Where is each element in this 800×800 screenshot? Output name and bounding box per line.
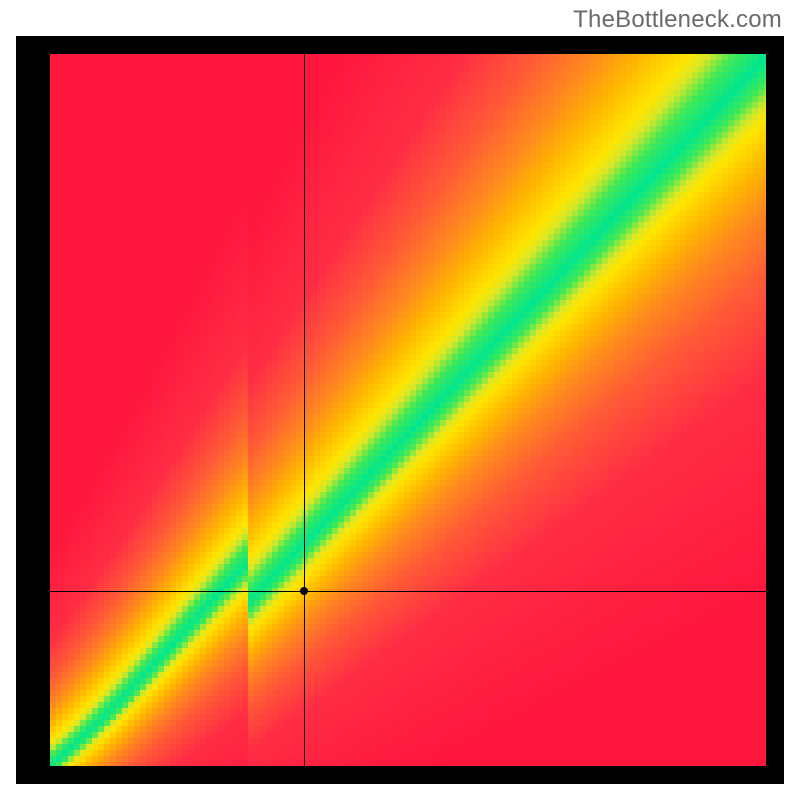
heatmap-canvas [50,54,766,766]
heatmap-plot-area [50,54,766,766]
crosshair-vertical-line [304,54,305,766]
chart-outer-frame [16,36,784,784]
crosshair-marker-dot [300,587,308,595]
watermark-text: TheBottleneck.com [573,6,782,34]
crosshair-horizontal-line [50,591,766,592]
